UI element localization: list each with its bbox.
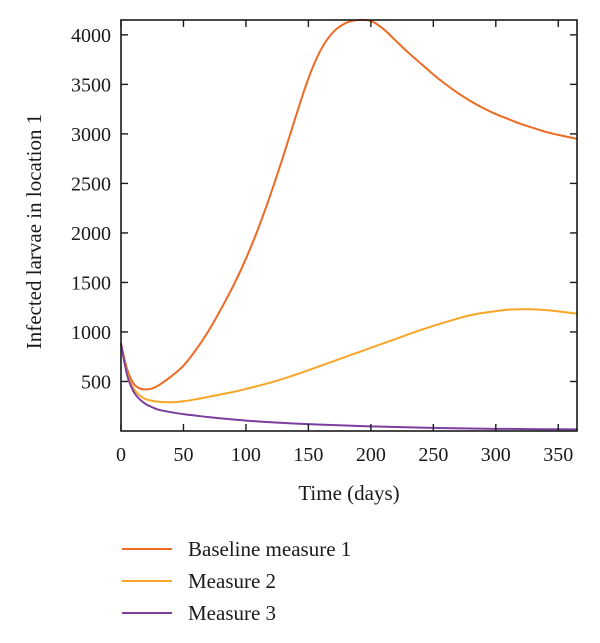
- y-tick-label: 2000: [71, 223, 111, 245]
- x-tick-label: 200: [356, 444, 386, 466]
- y-tick-label: 1000: [71, 322, 111, 344]
- legend: Baseline measure 1 Measure 2 Measure 3: [122, 537, 351, 625]
- x-axis-title: Time (days): [298, 481, 399, 505]
- x-tick-label: 100: [231, 444, 261, 466]
- x-tick-label: 350: [543, 444, 573, 466]
- legend-label-baseline-measure-1: Baseline measure 1: [188, 537, 351, 561]
- y-tick-label: 1500: [71, 272, 111, 294]
- x-tick-label: 50: [173, 444, 193, 466]
- legend-label-measure-3: Measure 3: [188, 601, 276, 625]
- y-tick-label: 3500: [71, 74, 111, 96]
- ticks-layer: 0 50 100 150 200 250 300 350 500 1000 1500 2000 2500…: [71, 20, 577, 466]
- y-tick-label: 4000: [71, 25, 111, 47]
- y-tick-label: 2500: [71, 173, 111, 195]
- y-tick-label: 3000: [71, 124, 111, 146]
- series-line-baseline-measure-1: [120, 18, 578, 391]
- series-line-measure-3: [120, 342, 578, 431]
- legend-label-measure-2: Measure 2: [188, 569, 276, 593]
- x-tick-label: 150: [293, 444, 323, 466]
- series-line-measure-2: [120, 308, 578, 404]
- x-tick-label: 250: [418, 444, 448, 466]
- y-axis-title: Infected larvae in location 1: [22, 114, 46, 350]
- series-layer: [120, 18, 578, 431]
- x-tick-label: 0: [116, 444, 126, 466]
- y-tick-label: 500: [81, 371, 111, 393]
- x-tick-label: 300: [481, 444, 511, 466]
- plot-frame: [120, 19, 578, 432]
